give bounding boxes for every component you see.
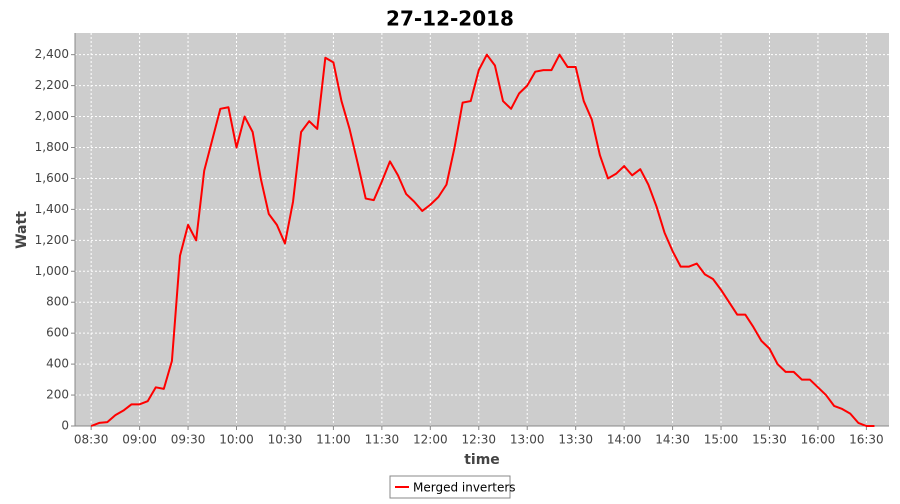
x-tick-label: 14:00: [607, 433, 642, 447]
x-tick-label: 13:00: [510, 433, 545, 447]
x-tick-label: 12:30: [461, 433, 496, 447]
x-tick-label: 15:00: [704, 433, 739, 447]
x-tick-label: 16:30: [849, 433, 884, 447]
y-tick-label: 400: [46, 357, 69, 371]
chart-title: 27-12-2018: [386, 7, 514, 31]
x-tick-label: 16:00: [801, 433, 836, 447]
y-tick-label: 1,600: [35, 171, 69, 185]
x-tick-label: 13:30: [558, 433, 593, 447]
x-tick-label: 10:30: [268, 433, 303, 447]
x-tick-label: 08:30: [74, 433, 109, 447]
x-tick-label: 09:00: [122, 433, 157, 447]
y-tick-label: 2,200: [35, 78, 69, 92]
x-tick-label: 15:30: [752, 433, 787, 447]
y-axis-label: Watt: [14, 211, 30, 249]
y-tick-label: 600: [46, 326, 69, 340]
y-tick-label: 1,400: [35, 202, 69, 216]
y-tick-label: 800: [46, 295, 69, 309]
x-tick-label: 11:00: [316, 433, 351, 447]
y-tick-label: 2,000: [35, 109, 69, 123]
plot-area: [75, 33, 889, 426]
y-tick-label: 2,400: [35, 47, 69, 61]
x-tick-label: 10:00: [219, 433, 254, 447]
y-tick-label: 1,000: [35, 264, 69, 278]
legend: Merged inverters: [389, 475, 516, 499]
legend-box: [389, 475, 511, 499]
data-line: [90, 53, 875, 427]
x-axis-label: time: [464, 452, 500, 468]
x-tick-label: 14:30: [655, 433, 690, 447]
y-tick-label: 1,200: [35, 233, 69, 247]
x-tick-label: 12:00: [413, 433, 448, 447]
x-tick-label: 11:30: [365, 433, 400, 447]
y-tick-label: 200: [46, 388, 69, 402]
y-tick-label: 1,800: [35, 140, 69, 154]
x-tick-label: 09:30: [171, 433, 206, 447]
y-tick-label: 0: [61, 419, 69, 433]
legend-label: Merged inverters: [413, 481, 516, 495]
